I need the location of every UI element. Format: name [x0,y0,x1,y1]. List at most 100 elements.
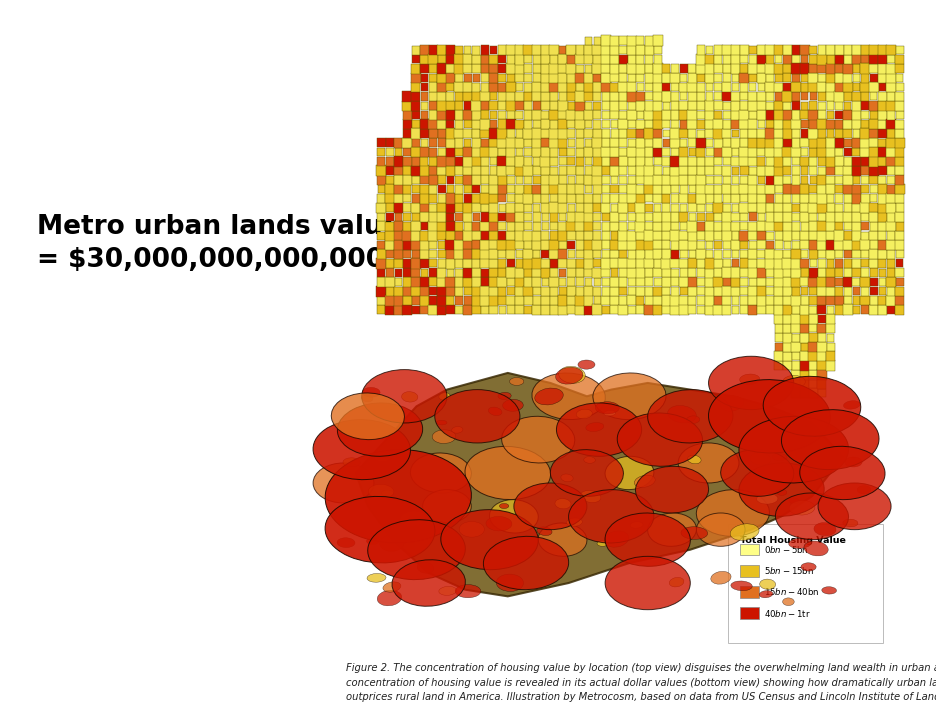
Ellipse shape [550,450,623,496]
Ellipse shape [696,490,769,536]
Ellipse shape [490,500,538,533]
Ellipse shape [635,475,655,487]
Ellipse shape [760,579,776,590]
Text: $5bn - $15bn: $5bn - $15bn [764,565,814,576]
Ellipse shape [325,496,435,563]
Ellipse shape [368,484,394,498]
Ellipse shape [331,393,404,439]
FancyBboxPatch shape [728,524,883,643]
Ellipse shape [555,498,571,509]
Ellipse shape [566,518,582,526]
Ellipse shape [814,522,836,536]
Ellipse shape [498,392,511,399]
Ellipse shape [362,388,380,397]
Ellipse shape [779,439,789,444]
Ellipse shape [382,490,393,496]
Ellipse shape [568,490,654,543]
Ellipse shape [432,430,456,444]
Ellipse shape [465,446,550,500]
Ellipse shape [606,556,691,609]
Ellipse shape [801,563,816,571]
Ellipse shape [739,374,760,385]
Ellipse shape [842,519,858,527]
Ellipse shape [679,443,739,483]
Ellipse shape [709,380,830,453]
Ellipse shape [667,406,696,423]
Polygon shape [356,373,842,596]
Ellipse shape [857,486,870,494]
Ellipse shape [731,581,753,590]
Ellipse shape [775,493,849,540]
Text: $15bn - $40bn: $15bn - $40bn [764,586,820,597]
Text: $0bn - $5bn: $0bn - $5bn [764,544,809,555]
Ellipse shape [782,410,879,470]
Ellipse shape [434,390,520,443]
Ellipse shape [696,513,745,546]
Text: Figure 2. The concentration of housing value by location (top view) disguises th: Figure 2. The concentration of housing v… [346,663,936,702]
Ellipse shape [556,403,642,456]
Ellipse shape [648,513,696,546]
Ellipse shape [313,463,374,503]
Ellipse shape [789,498,799,503]
Ellipse shape [782,376,805,388]
Ellipse shape [789,538,812,548]
Ellipse shape [417,562,433,574]
Text: Metro urban lands value
= $30,000,000,000,000: Metro urban lands value = $30,000,000,00… [37,214,401,273]
Ellipse shape [818,483,891,529]
Ellipse shape [368,519,465,580]
Ellipse shape [789,501,815,515]
Ellipse shape [502,416,575,463]
Ellipse shape [577,409,592,418]
Ellipse shape [584,456,595,463]
Ellipse shape [534,388,563,405]
Ellipse shape [537,527,552,536]
Text: Total Housing Value: Total Housing Value [740,536,846,545]
Ellipse shape [460,522,484,537]
FancyBboxPatch shape [740,586,759,597]
Ellipse shape [648,390,733,443]
Ellipse shape [772,453,787,461]
Ellipse shape [759,590,773,598]
Ellipse shape [496,574,523,592]
Ellipse shape [367,538,379,545]
Ellipse shape [777,489,787,496]
Ellipse shape [556,367,583,384]
Ellipse shape [688,455,701,464]
Ellipse shape [400,511,426,526]
Ellipse shape [843,401,860,409]
Ellipse shape [483,536,569,590]
Ellipse shape [410,453,472,493]
Ellipse shape [343,458,360,467]
Ellipse shape [500,503,509,508]
Ellipse shape [751,453,770,465]
Ellipse shape [595,402,620,414]
Ellipse shape [687,416,700,423]
Ellipse shape [503,399,523,411]
Ellipse shape [402,392,417,402]
Ellipse shape [605,531,629,548]
Ellipse shape [799,446,885,500]
Ellipse shape [756,494,778,504]
Ellipse shape [325,450,472,543]
Ellipse shape [636,466,709,513]
Ellipse shape [605,513,691,567]
Ellipse shape [489,407,502,416]
Ellipse shape [436,420,447,425]
Ellipse shape [592,373,666,420]
Ellipse shape [361,369,447,423]
Ellipse shape [377,590,402,606]
Ellipse shape [427,522,449,534]
Ellipse shape [392,559,465,607]
Ellipse shape [337,538,355,548]
Ellipse shape [604,411,616,416]
Polygon shape [379,29,901,392]
Ellipse shape [439,392,450,400]
Ellipse shape [763,376,861,436]
Ellipse shape [739,463,825,516]
Ellipse shape [439,586,457,595]
Ellipse shape [559,366,585,383]
Ellipse shape [782,598,795,606]
Ellipse shape [580,491,601,503]
Ellipse shape [367,574,386,582]
FancyBboxPatch shape [740,607,759,618]
